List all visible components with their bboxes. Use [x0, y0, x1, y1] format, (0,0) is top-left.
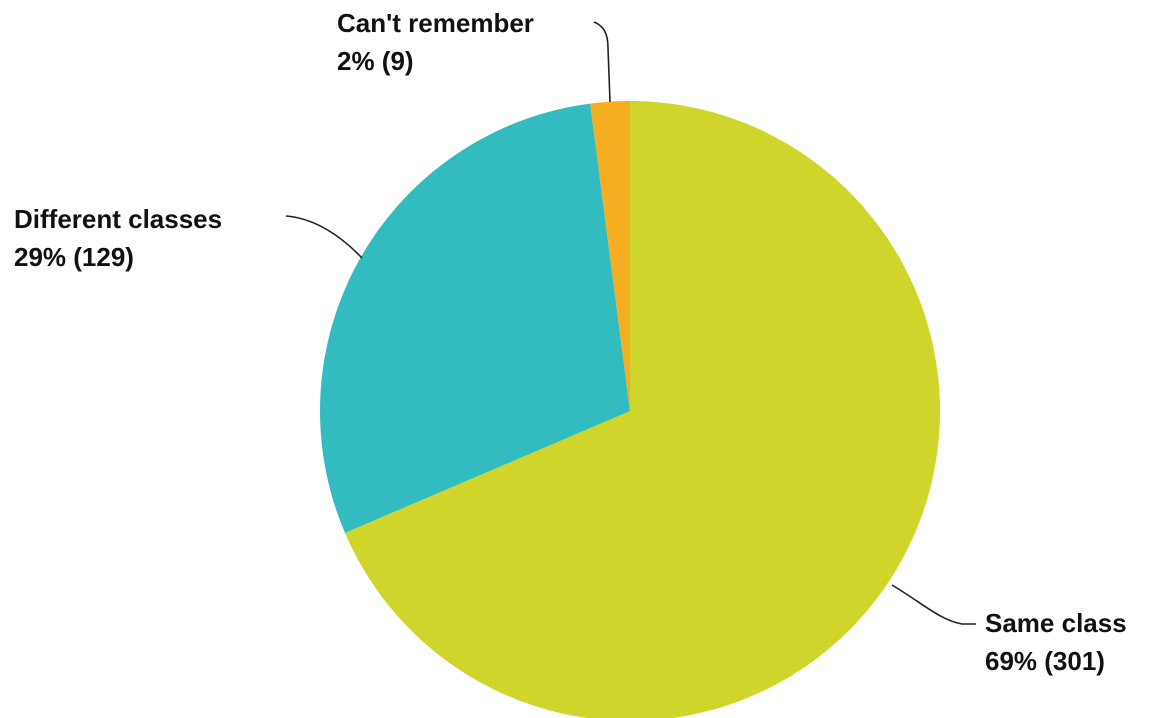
leader-line-different-classes [285, 215, 363, 259]
leader-lines [285, 21, 976, 625]
slice-label-cant-remember: Can't remember [337, 8, 534, 38]
leader-line-cant-remember [593, 21, 611, 103]
slice-value-cant-remember: 2% (9) [337, 46, 414, 76]
slice-value-different-classes: 29% (129) [14, 242, 134, 272]
slice-labels: Same class 69% (301) Different classes 2… [14, 8, 1127, 676]
pie-slice-cant-remember [590, 101, 630, 411]
pie-slice-same-class [345, 101, 940, 718]
slice-label-different-classes: Different classes [14, 204, 222, 234]
pie-slice-different-classes [320, 103, 630, 533]
leader-line-same-class [891, 584, 976, 625]
slice-value-same-class: 69% (301) [985, 646, 1105, 676]
slice-label-same-class: Same class [985, 608, 1127, 638]
pie-slices [320, 101, 940, 718]
